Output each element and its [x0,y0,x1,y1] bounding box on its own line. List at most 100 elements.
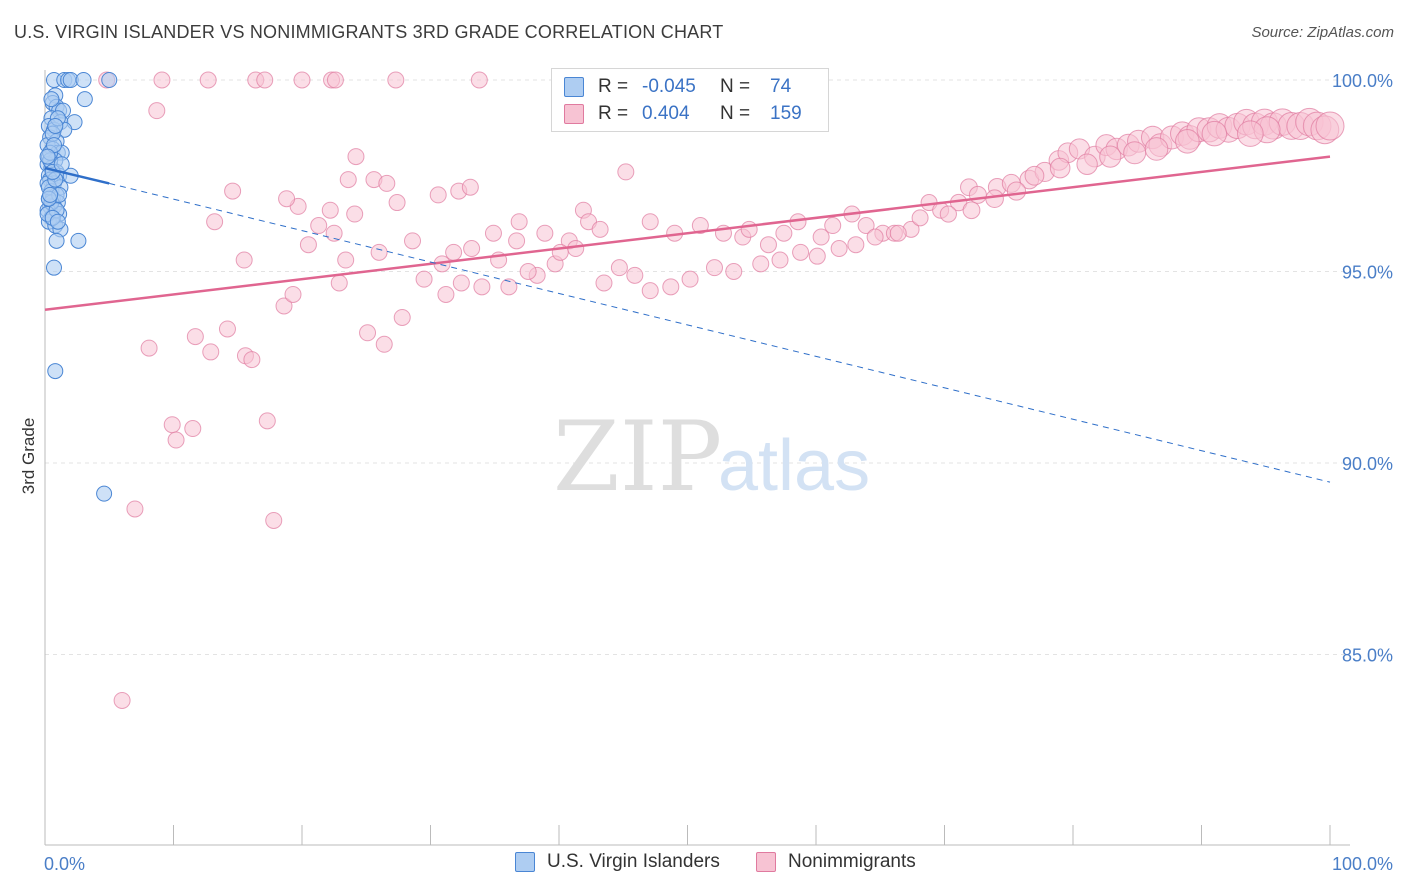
nonimmigrants-point [310,217,328,235]
nonimmigrants-point [148,102,166,120]
series-legend-virgin-islanders[interactable]: U.S. Virgin Islanders [515,851,720,873]
nonimmigrants-point [1237,120,1264,147]
correlation-legend: R = -0.045 N = 74 R = 0.404 N = 159 [551,68,829,132]
nonimmigrants-point [470,71,488,89]
nonimmigrants-point [202,343,220,361]
nonimmigrants-point [962,201,981,220]
virgin-islanders-trend-solid [44,166,110,185]
nonimmigrants-point [510,213,528,231]
nonimmigrants-point [681,270,699,288]
nonimmigrants-point [275,297,293,315]
nonimmigrants-point [265,511,283,529]
nonimmigrants-point [375,335,393,353]
nonimmigrants-point [985,189,1004,209]
y-tick-label: 90.0% [1342,454,1393,474]
nonimmigrants-point [857,217,875,235]
nonimmigrants-point [258,412,276,430]
nonimmigrants-point [293,71,311,89]
nonimmigrants-point [321,201,339,219]
series-label-virgin-islanders: U.S. Virgin Islanders [547,851,720,872]
x-tick-label: 0.0% [44,854,85,874]
nonimmigrants-point [126,500,144,518]
nonimmigrants-trend-line [44,155,1331,312]
nonimmigrants-point [536,224,554,242]
nonimmigrants-point [866,228,884,246]
nonimmigrants-point [725,263,743,280]
nonimmigrants-point [484,224,502,242]
nonimmigrants-point [461,178,479,196]
chart-title: U.S. VIRGIN ISLANDER VS NONIMMIGRANTS 3R… [14,22,724,42]
nonimmigrants-point [740,220,758,238]
nonimmigrants-point [337,251,355,269]
nonimmigrants-points [98,71,1345,709]
virgin-islanders-point [43,91,60,108]
nonimmigrants-point [812,228,830,246]
nonimmigrants-point [641,213,659,231]
nonimmigrants-point [939,205,957,223]
nonimmigrants-point [641,282,659,300]
grid-lines [45,79,1350,655]
nonimmigrants-point [889,224,907,242]
nonimmigrants-point [140,339,158,357]
nonimmigrants-point [359,324,377,342]
nonimmigrants-point [199,71,217,89]
nonimmigrants-point [1175,128,1200,154]
nonimmigrants-point [167,431,185,449]
nonimmigrants-point [752,255,770,273]
legend-n-label: N = [720,76,751,97]
nonimmigrants-point [1144,137,1169,161]
virgin-islanders-point [42,186,59,203]
x-tick-label: 100.0% [1332,854,1393,874]
nonimmigrants-point [339,171,357,189]
watermark-zip: ZIP [553,401,722,513]
trend-lines [44,155,1331,483]
virgin-islanders-point [45,259,62,276]
virgin-islanders-point [76,91,93,108]
nonimmigrants-point [284,285,302,303]
nonimmigrants-point [437,285,455,303]
nonimmigrants-point [1099,145,1122,168]
watermark-atlas: atlas [718,426,870,506]
nonimmigrants-point [847,236,865,254]
nonimmigrants-point [691,217,709,235]
virgin-islanders-point [101,72,118,88]
nonimmigrants-point [346,205,364,223]
nonimmigrants-point [567,240,585,258]
nonimmigrants-point [824,217,842,235]
series-swatch-pink [756,852,776,872]
legend-row-virgin-islanders: R = -0.045 N = 74 [564,74,791,100]
legend-swatch-pink [564,104,584,124]
nonimmigrants-point [617,163,635,181]
nonimmigrants-point [500,278,518,296]
legend-n-value: 159 [770,103,802,124]
virgin-islanders-point [75,72,92,88]
nonimmigrants-point [1315,111,1345,141]
nonimmigrants-point [184,420,202,438]
nonimmigrants-point [519,263,537,280]
nonimmigrants-point [830,240,848,258]
virgin-islanders-point [49,213,66,230]
virgin-islanders-trend-dashed [109,182,1331,483]
nonimmigrants-point [662,278,680,296]
watermark: ZIP atlas [553,401,870,513]
legend-r-label: R = [598,76,629,97]
nonimmigrants-point [330,274,348,292]
nonimmigrants-point [775,224,793,242]
y-tick-label: 100.0% [1332,71,1393,91]
nonimmigrants-point [278,190,296,208]
virgin-islanders-point [70,232,87,249]
nonimmigrants-point [595,274,613,292]
legend-r-label: R = [598,103,629,124]
virgin-islanders-point [48,232,65,249]
nonimmigrants-point [186,328,204,346]
virgin-islanders-point [53,156,70,173]
nonimmigrants-point [610,259,628,277]
nonimmigrants-point [1024,165,1045,186]
nonimmigrants-point [473,278,491,296]
nonimmigrants-point [1123,141,1147,165]
nonimmigrants-point [792,243,810,261]
nonimmigrants-point [378,174,396,192]
series-legend-nonimmigrants[interactable]: Nonimmigrants [756,851,916,873]
nonimmigrants-point [388,194,406,212]
